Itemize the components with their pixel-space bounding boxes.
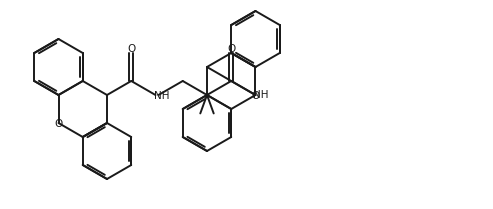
Text: O: O xyxy=(54,119,63,129)
Text: O: O xyxy=(251,91,260,101)
Text: NH: NH xyxy=(154,91,169,101)
Text: NH: NH xyxy=(253,90,268,100)
Text: O: O xyxy=(227,44,235,54)
Text: O: O xyxy=(127,44,136,54)
